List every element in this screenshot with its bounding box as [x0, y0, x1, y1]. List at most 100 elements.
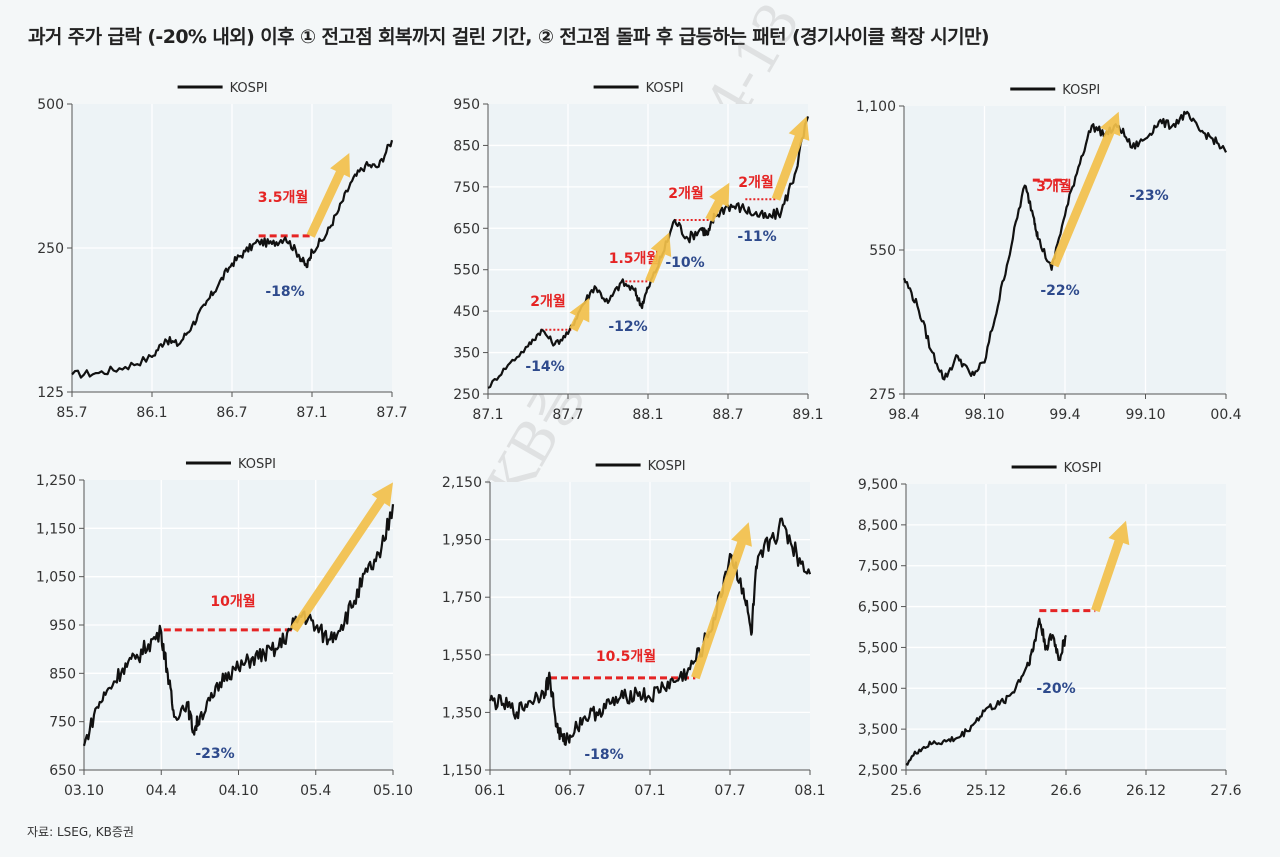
drawdown-label: -12%: [608, 319, 647, 335]
y-tick-label: 7,500: [858, 559, 898, 575]
x-tick-label: 26.12: [1126, 783, 1166, 799]
x-tick-label: 07.7: [714, 783, 745, 799]
rally-arrow: [705, 182, 730, 223]
recovery-label: 3개월: [1036, 178, 1072, 195]
x-tick-label: 85.7: [56, 405, 87, 421]
x-tick-label: 99.10: [1125, 407, 1165, 423]
y-tick-label: 1,350: [442, 705, 482, 721]
rally-arrow: [1050, 111, 1121, 268]
x-tick-label: 06.7: [554, 783, 585, 799]
y-tick-label: 550: [453, 263, 480, 279]
kospi-series-line: [902, 110, 1227, 381]
x-tick-label: 99.4: [1049, 407, 1080, 423]
recovery-label: 10개월: [210, 593, 255, 610]
x-tick-label: 05.10: [373, 783, 413, 799]
x-tick-label: 04.4: [146, 783, 177, 799]
y-tick-label: 2,500: [858, 763, 898, 779]
y-tick-label: 350: [453, 346, 480, 362]
rally-arrow: [306, 153, 350, 238]
recovery-label: 2개월: [738, 174, 774, 191]
legend-label: KOSPI: [646, 81, 684, 96]
x-tick-label: 89.1: [792, 407, 823, 423]
y-tick-label: 2,150: [442, 475, 482, 491]
y-tick-label: 950: [49, 618, 76, 634]
x-tick-label: 87.7: [552, 407, 583, 423]
legend-label: KOSPI: [230, 81, 268, 96]
x-tick-label: 27.6: [1210, 783, 1241, 799]
x-tick-label: 06.1: [474, 783, 505, 799]
x-tick-label: 87.1: [472, 407, 503, 423]
drawdown-label: -11%: [737, 229, 776, 245]
y-tick-label: 1,550: [442, 648, 482, 664]
y-tick-label: 650: [49, 763, 76, 779]
y-tick-label: 8,500: [858, 518, 898, 534]
legend-label: KOSPI: [1062, 83, 1100, 98]
y-tick-label: 125: [37, 385, 64, 401]
rally-arrow: [691, 522, 752, 680]
drawdown-label: -18%: [265, 284, 304, 300]
y-tick-label: 6,500: [858, 600, 898, 616]
y-tick-label: 250: [37, 241, 64, 257]
x-tick-label: 98.10: [964, 407, 1004, 423]
y-tick-label: 650: [453, 221, 480, 237]
drawdown-label: -18%: [584, 747, 623, 763]
rally-arrow: [771, 116, 810, 201]
y-tick-label: 250: [453, 387, 480, 403]
x-tick-label: 26.6: [1050, 783, 1081, 799]
drawdown-label: -23%: [1129, 188, 1168, 204]
drawdown-label: -20%: [1036, 681, 1075, 697]
y-tick-label: 1,150: [36, 521, 76, 537]
kospi-series-line: [71, 139, 394, 379]
x-tick-label: 87.7: [376, 405, 407, 421]
page-title: 과거 주가 급락 (-20% 내외) 이후 ① 전고점 회복까지 걸린 기간, …: [28, 26, 990, 48]
x-tick-label: 86.1: [136, 405, 167, 421]
x-tick-label: 86.7: [216, 405, 247, 421]
drawdown-label: -10%: [665, 255, 704, 271]
x-tick-label: 04.10: [218, 783, 258, 799]
recovery-label: 2개월: [668, 185, 704, 202]
y-tick-label: 750: [49, 715, 76, 731]
y-tick-label: 850: [49, 666, 76, 682]
x-tick-label: 05.4: [300, 783, 331, 799]
rally-arrow: [290, 482, 393, 633]
legend-label: KOSPI: [648, 459, 686, 474]
x-tick-label: 98.4: [888, 407, 919, 423]
kospi-series-line: [905, 617, 1067, 766]
recovery-label: 10.5개월: [596, 648, 656, 665]
y-tick-label: 950: [453, 97, 480, 113]
drawdown-label: -22%: [1040, 283, 1079, 299]
rally-arrow: [569, 297, 590, 332]
drawdown-label: -14%: [525, 359, 564, 375]
y-tick-label: 9,500: [858, 477, 898, 493]
x-tick-label: 87.1: [296, 405, 327, 421]
y-tick-label: 3,500: [858, 722, 898, 738]
y-tick-label: 1,100: [856, 99, 896, 115]
recovery-label: 3.5개월: [258, 189, 309, 206]
x-tick-label: 88.1: [632, 407, 663, 423]
x-tick-label: 07.1: [634, 783, 665, 799]
source-note: 자료: LSEG, KB증권: [27, 825, 134, 839]
y-tick-label: 850: [453, 138, 480, 154]
x-tick-label: 03.10: [64, 783, 104, 799]
kospi-series-line: [488, 517, 812, 746]
recovery-label: 2개월: [530, 293, 566, 310]
kospi-series-line: [82, 504, 395, 747]
y-tick-label: 1,150: [442, 763, 482, 779]
y-tick-label: 1,750: [442, 590, 482, 606]
y-tick-label: 1,050: [36, 570, 76, 586]
x-tick-label: 25.6: [890, 783, 921, 799]
rally-arrow: [1091, 520, 1130, 613]
y-tick-label: 750: [453, 180, 480, 196]
legend-label: KOSPI: [1064, 461, 1102, 476]
rally-arrow: [645, 232, 672, 283]
y-tick-label: 450: [453, 304, 480, 320]
y-tick-label: 275: [869, 387, 896, 403]
x-tick-label: 08.1: [794, 783, 825, 799]
y-tick-label: 500: [37, 97, 64, 113]
x-tick-label: 25.12: [966, 783, 1006, 799]
drawdown-label: -23%: [195, 746, 234, 762]
y-tick-label: 1,250: [36, 473, 76, 489]
y-tick-label: 550: [869, 243, 896, 259]
recovery-label: 1.5개월: [609, 250, 660, 267]
